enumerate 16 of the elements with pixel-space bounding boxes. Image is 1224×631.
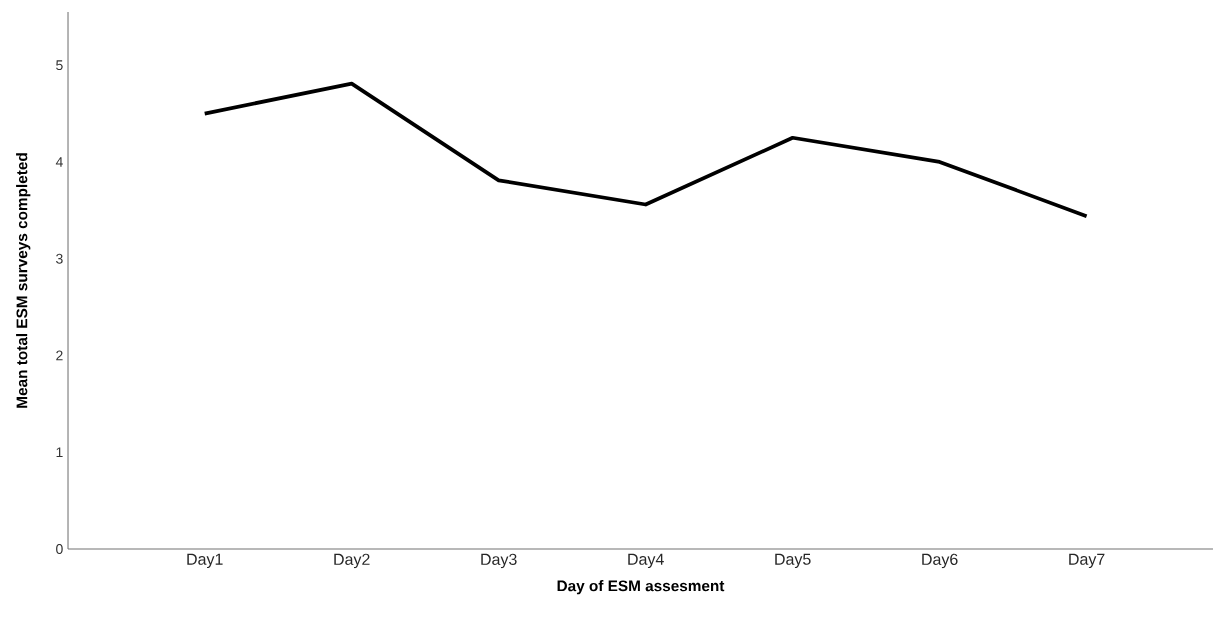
x-axis-title: Day of ESM assesment [557,580,725,595]
y-tick-label: 2 [56,350,63,361]
x-tick-label: Day1 [187,553,223,569]
y-axis-title: Mean total ESM surveys completed [16,153,31,408]
x-tick-label: Day3 [481,553,517,569]
x-tick-label: Day5 [775,553,811,569]
x-tick-label: Day2 [334,553,370,569]
y-tick-label: 1 [56,447,63,458]
y-tick-label: 0 [56,544,63,554]
x-tick-label: Day6 [922,553,958,569]
x-tick-label: Day4 [628,553,664,569]
line-series [202,81,1089,219]
y-tick-label: 4 [55,157,63,167]
y-tick-label: 3 [56,253,63,264]
x-tick-label: Day7 [1069,553,1105,569]
y-tick-label: 5 [56,60,63,71]
